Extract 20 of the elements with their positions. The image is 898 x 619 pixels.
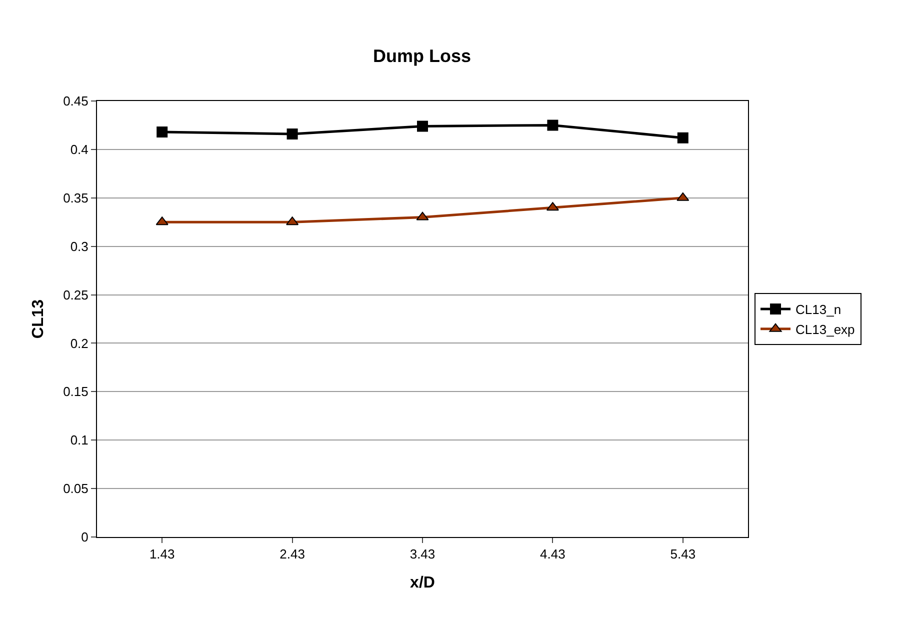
y-tick-label: 0.15 xyxy=(63,384,88,400)
x-tick-label: 4.43 xyxy=(540,546,566,562)
chart-title: Dump Loss xyxy=(373,46,472,66)
y-tick-label: 0.45 xyxy=(63,94,88,109)
y-tick-label: 0.2 xyxy=(70,336,88,351)
y-tick-label: 0.4 xyxy=(70,142,88,157)
x-tick-label: 2.43 xyxy=(280,546,305,562)
x-tick-label: 1.43 xyxy=(149,546,175,562)
x-tick-label: 5.43 xyxy=(670,546,696,562)
y-axis-title: CL13 xyxy=(30,299,47,339)
y-tick-label: 0 xyxy=(81,530,88,545)
y-tick-label: 0.35 xyxy=(63,190,88,206)
y-tick-label: 0.05 xyxy=(63,481,88,496)
legend-label: CL13_n xyxy=(796,302,842,318)
y-tick-label: 0.25 xyxy=(63,287,88,302)
legend-label: CL13_exp xyxy=(796,322,855,337)
y-tick-label: 0.1 xyxy=(70,432,88,448)
y-tick-label: 0.3 xyxy=(70,238,88,254)
x-axis-title: x/D xyxy=(410,574,435,592)
x-tick-label: 3.43 xyxy=(410,546,436,562)
